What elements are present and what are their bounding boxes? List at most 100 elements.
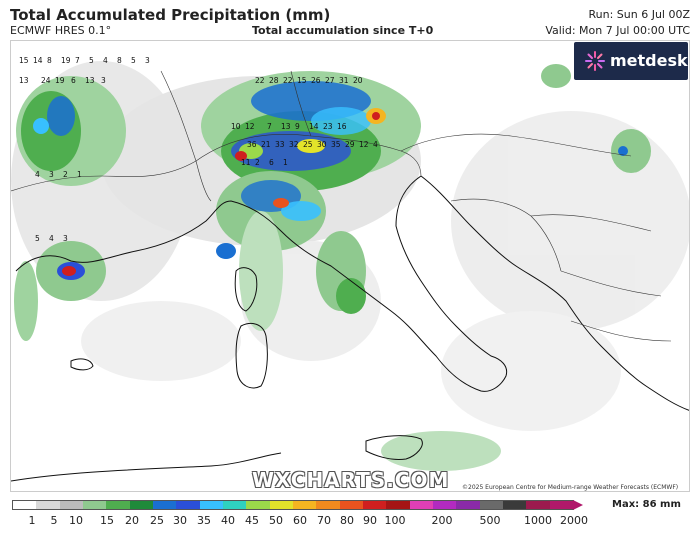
color-scale-tick-label: 45: [245, 514, 259, 527]
color-scale-swatch: [316, 501, 340, 509]
color-scale-tick-label: 80: [340, 514, 354, 527]
color-scale-swatch: [549, 501, 573, 509]
value-label: 12: [245, 122, 255, 131]
logo-text: metdesk: [610, 51, 688, 70]
color-scale-swatch: [199, 501, 223, 509]
value-label: 19: [55, 76, 65, 85]
value-label: 14: [33, 56, 43, 65]
color-scale-swatch: [269, 501, 293, 509]
color-scale-bar: [12, 500, 574, 510]
value-label: 14: [309, 122, 319, 131]
balearic-outline: [70, 358, 94, 371]
value-label: 20: [353, 76, 363, 85]
value-label: 31: [339, 76, 349, 85]
metdesk-starburst-icon: [585, 51, 605, 71]
value-label: 24: [41, 76, 51, 85]
value-label: 3: [101, 76, 106, 85]
value-label: 13: [85, 76, 95, 85]
color-scale-swatch: [82, 501, 107, 509]
value-label: 4: [373, 140, 378, 149]
chart-header: Total Accumulated Precipitation (mm) ECM…: [0, 0, 700, 40]
value-label: 16: [337, 122, 347, 131]
color-scale-swatch: [129, 501, 153, 509]
value-label: 3: [63, 234, 68, 243]
value-label: 9: [295, 122, 300, 131]
color-scale-swatch: [526, 501, 550, 509]
color-scale-swatch: [176, 501, 200, 509]
color-scale-swatch: [222, 501, 247, 509]
value-label: 1: [283, 158, 288, 167]
color-scale-tick-label: 5: [50, 514, 58, 527]
value-label: 4: [103, 56, 108, 65]
value-label: 6: [71, 76, 76, 85]
country-borders: [11, 70, 672, 342]
color-scale-tick-label: 1000: [524, 514, 552, 527]
color-scale-tick-label: 60: [293, 514, 307, 527]
color-scale-tick-label: 35: [197, 514, 211, 527]
value-label: 36: [247, 140, 257, 149]
color-scale-swatch: [432, 501, 457, 509]
color-scale-arrow: [573, 500, 583, 510]
value-label: 35: [331, 140, 341, 149]
color-scale-swatch: [36, 501, 60, 509]
value-label: 15: [19, 56, 29, 65]
value-label: 8: [47, 56, 52, 65]
map-subtitle: Total accumulation since T+0: [252, 24, 434, 37]
corsica-outline: [234, 267, 258, 312]
color-scale-tick-label: 1: [28, 514, 36, 527]
color-scale-swatch: [456, 501, 480, 509]
value-label: 3: [49, 170, 54, 179]
max-value-label: Max: 86 mm: [612, 499, 681, 510]
color-scale-tick-label: 100: [384, 514, 406, 527]
sicily-outline: [365, 435, 423, 460]
watermark: WXCHARTS.COM: [252, 468, 450, 492]
map-title: Total Accumulated Precipitation (mm): [10, 6, 331, 24]
color-scale-swatch: [386, 501, 410, 509]
value-label: 7: [267, 122, 272, 131]
value-label: 32: [289, 140, 299, 149]
sardinia-outline: [235, 323, 268, 389]
value-label: 10: [231, 122, 241, 131]
color-scale-swatch: [362, 501, 387, 509]
color-scale-swatch: [409, 501, 433, 509]
color-scale-swatch: [292, 501, 317, 509]
value-label: 6: [269, 158, 274, 167]
color-scale-swatch: [479, 501, 503, 509]
color-scale-swatch: [339, 501, 363, 509]
color-scale-swatch: [246, 501, 270, 509]
value-label: 2: [255, 158, 260, 167]
value-label: 12: [359, 140, 369, 149]
value-label: 15: [297, 76, 307, 85]
value-label: 30: [317, 140, 327, 149]
color-scale-swatch: [152, 501, 177, 509]
value-label: 5: [35, 234, 40, 243]
metdesk-logo: metdesk: [574, 42, 688, 80]
color-scale-ticks: 1 5 10 15 20 25 30 35 40 45 50 60 70 80 90 100 200 500 100…: [12, 514, 589, 528]
value-label: 4: [35, 170, 40, 179]
color-scale-tick-label: 15: [100, 514, 114, 527]
value-label: 3: [145, 56, 150, 65]
value-label: 22: [283, 76, 293, 85]
color-scale-tick-label: 2000: [560, 514, 588, 527]
value-label: 29: [345, 140, 355, 149]
value-label: 8: [117, 56, 122, 65]
value-label: 13: [281, 122, 291, 131]
map-canvas: 15 14 8 19 7 5 4 8 5 3 24 19 13 6 13 3 2…: [11, 41, 689, 491]
value-label: 1: [77, 170, 82, 179]
value-label: 7: [75, 56, 80, 65]
run-time: Run: Sun 6 Jul 00Z: [588, 8, 690, 21]
color-scale-tick-label: 10: [69, 514, 83, 527]
value-label: 25: [303, 140, 313, 149]
copyright-notice: ©2025 European Centre for Medium-range W…: [462, 484, 679, 491]
value-label: 28: [269, 76, 279, 85]
value-label: 33: [275, 140, 285, 149]
value-label: 5: [89, 56, 94, 65]
color-scale-swatch: [106, 501, 130, 509]
color-scale-tick-label: 50: [269, 514, 283, 527]
color-scale-tick-label: 25: [150, 514, 164, 527]
color-scale-tick-label: 200: [431, 514, 453, 527]
color-scale-swatch: [13, 501, 37, 509]
value-label: 21: [261, 140, 271, 149]
value-label: 27: [325, 76, 335, 85]
value-label: 22: [255, 76, 265, 85]
